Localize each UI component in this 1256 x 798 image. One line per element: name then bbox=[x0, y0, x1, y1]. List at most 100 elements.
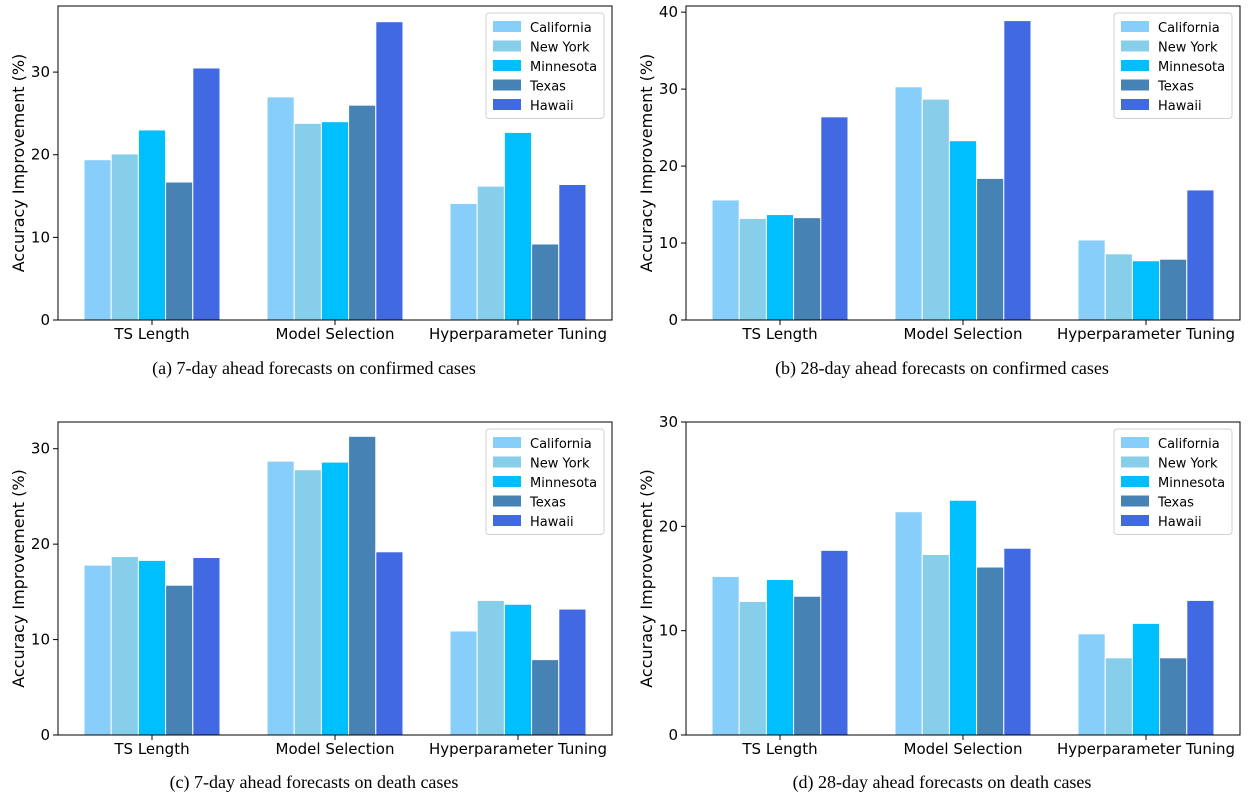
legend-entry: Texas bbox=[529, 496, 566, 511]
bar-new-york-0 bbox=[738, 600, 767, 736]
bar-california-0 bbox=[83, 564, 112, 736]
legend-entry: Hawaii bbox=[1158, 515, 1202, 530]
bar-minnesota-0 bbox=[765, 214, 795, 321]
y-axis-label: Accuracy Improvement (%) bbox=[637, 54, 656, 273]
bar-california-1 bbox=[266, 460, 295, 736]
legend-swatch-texas bbox=[1121, 79, 1149, 91]
legend-swatch-new-york bbox=[1121, 456, 1149, 468]
x-tick-label: TS Length bbox=[741, 740, 817, 758]
legend-swatch-hawaii bbox=[493, 515, 521, 526]
x-tick-label: Model Selection bbox=[904, 325, 1023, 343]
bar-new-york-2 bbox=[1104, 253, 1133, 321]
bar-hawaii-1 bbox=[375, 551, 404, 736]
y-tick-label: 0 bbox=[40, 311, 50, 329]
legend-entry: Minnesota bbox=[1158, 60, 1225, 75]
y-tick-label: 0 bbox=[668, 311, 678, 329]
legend-swatch-new-york bbox=[493, 456, 521, 468]
legend-entry: California bbox=[530, 21, 592, 36]
bar-california-2 bbox=[449, 202, 478, 321]
bar-new-york-1 bbox=[293, 122, 322, 321]
bar-new-york-1 bbox=[293, 469, 322, 736]
x-tick-label: Hyperparameter Tuning bbox=[429, 325, 607, 343]
legend-swatch-minnesota bbox=[1121, 476, 1149, 487]
bar-texas-2 bbox=[1159, 258, 1188, 321]
bar-new-york-0 bbox=[738, 217, 767, 321]
bar-california-2 bbox=[1077, 633, 1106, 736]
bar-hawaii-0 bbox=[820, 549, 849, 736]
legend-swatch-texas bbox=[493, 495, 521, 507]
legend-swatch-minnesota bbox=[493, 60, 521, 71]
legend-entry: Hawaii bbox=[530, 99, 574, 114]
bar-hawaii-1 bbox=[375, 21, 404, 321]
bar-hawaii-0 bbox=[192, 557, 221, 736]
legend-entry: Minnesota bbox=[530, 60, 597, 75]
legend-swatch-texas bbox=[1121, 495, 1149, 507]
bar-minnesota-2 bbox=[1131, 622, 1161, 736]
legend-box bbox=[485, 12, 605, 119]
bar-hawaii-2 bbox=[558, 183, 587, 321]
bar-minnesota-1 bbox=[948, 140, 978, 321]
y-axis-label: Accuracy Improvement (%) bbox=[9, 54, 28, 273]
bar-new-york-1 bbox=[921, 554, 950, 736]
y-axis-label: Accuracy Improvement (%) bbox=[637, 469, 656, 688]
y-tick-label: 10 bbox=[659, 622, 678, 640]
bar-minnesota-1 bbox=[320, 461, 350, 736]
legend-entry: New York bbox=[530, 41, 590, 56]
bar-new-york-2 bbox=[476, 599, 505, 736]
bar-texas-1 bbox=[348, 435, 377, 736]
x-tick-label: Hyperparameter Tuning bbox=[429, 740, 607, 758]
chart-panel-c: 0 10 20 30 TS Length Model Selection Hyperpara… bbox=[0, 412, 628, 798]
legend-entry: New York bbox=[1158, 457, 1218, 472]
bar-hawaii-1 bbox=[1003, 20, 1032, 321]
legend-entry: Minnesota bbox=[1158, 476, 1225, 491]
bar-texas-0 bbox=[165, 584, 194, 736]
y-tick-label: 20 bbox=[659, 517, 678, 535]
legend-swatch-hawaii bbox=[1121, 515, 1149, 526]
legend-swatch-hawaii bbox=[1121, 99, 1149, 110]
legend-swatch-new-york bbox=[1121, 40, 1149, 52]
bar-hawaii-0 bbox=[820, 116, 849, 321]
y-tick-label: 10 bbox=[659, 234, 678, 252]
bar-minnesota-2 bbox=[503, 603, 533, 736]
legend-swatch-minnesota bbox=[1121, 60, 1149, 71]
chart-panel-b: 0 10 20 30 40 TS Length Model Selection Hyperpa… bbox=[628, 0, 1256, 399]
bar-texas-0 bbox=[793, 217, 822, 321]
legend-entry: Minnesota bbox=[530, 476, 597, 491]
bar-california-1 bbox=[894, 86, 923, 321]
bar-minnesota-1 bbox=[320, 121, 350, 321]
x-tick-label: Model Selection bbox=[276, 325, 395, 343]
legend-entry: California bbox=[1158, 21, 1220, 36]
legend: California New York Minnesota Texas Hawaii bbox=[1113, 428, 1233, 535]
legend-entry: California bbox=[530, 437, 592, 452]
legend-box bbox=[1113, 12, 1233, 119]
bar-minnesota-0 bbox=[137, 129, 167, 321]
chart-svg-a: 0 10 20 30 TS Length Model Selection Hyperpara… bbox=[9, 5, 613, 343]
legend-swatch-california bbox=[493, 21, 521, 32]
bar-california-1 bbox=[894, 511, 923, 736]
bar-new-york-1 bbox=[921, 98, 950, 321]
bar-new-york-2 bbox=[1104, 657, 1133, 736]
x-tick-label: TS Length bbox=[741, 325, 817, 343]
bar-texas-2 bbox=[1159, 657, 1188, 736]
bar-new-york-0 bbox=[110, 556, 139, 736]
bar-texas-2 bbox=[531, 243, 560, 321]
legend-box bbox=[485, 428, 605, 535]
chart-panel-a: 0 10 20 30 TS Length Model Selection Hyperpara… bbox=[0, 0, 628, 399]
bar-texas-1 bbox=[348, 104, 377, 321]
y-axis-label: Accuracy Improvement (%) bbox=[9, 469, 28, 688]
bar-texas-1 bbox=[976, 566, 1005, 736]
legend-swatch-minnesota bbox=[493, 476, 521, 487]
legend-box bbox=[1113, 428, 1233, 535]
legend-swatch-california bbox=[1121, 21, 1149, 32]
bar-hawaii-2 bbox=[558, 608, 587, 736]
bar-minnesota-0 bbox=[137, 559, 167, 736]
bar-minnesota-2 bbox=[1131, 260, 1161, 321]
legend: California New York Minnesota Texas Hawaii bbox=[485, 12, 605, 119]
legend-entry: New York bbox=[530, 457, 590, 472]
bar-hawaii-1 bbox=[1003, 547, 1032, 736]
legend-entry: California bbox=[1158, 437, 1220, 452]
legend-entry: Hawaii bbox=[530, 515, 574, 530]
bar-minnesota-1 bbox=[948, 499, 978, 736]
y-tick-label: 0 bbox=[668, 726, 678, 744]
bar-new-york-0 bbox=[110, 153, 139, 321]
